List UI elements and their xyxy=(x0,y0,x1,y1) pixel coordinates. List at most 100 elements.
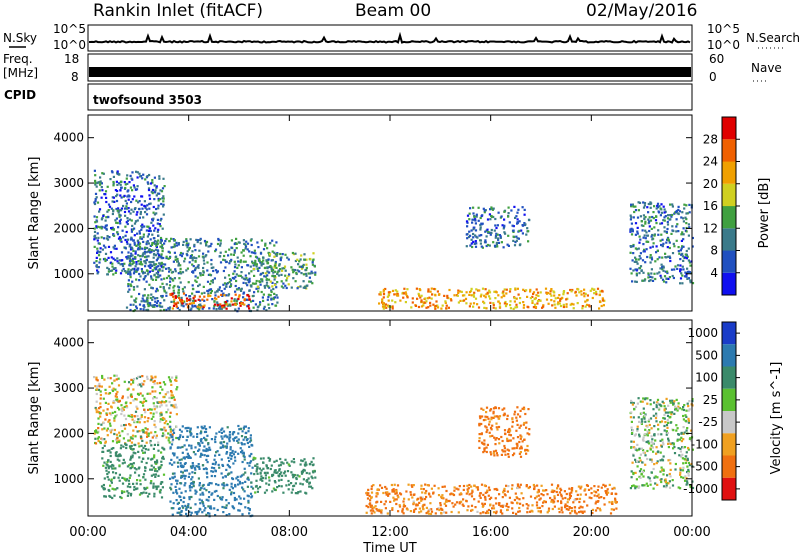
data-cell xyxy=(665,230,668,233)
data-cell xyxy=(160,202,163,206)
data-cell xyxy=(109,454,112,458)
data-cell xyxy=(375,495,378,498)
data-cell xyxy=(180,272,183,275)
data-cell xyxy=(107,465,110,468)
data-cell xyxy=(649,206,652,209)
data-cell xyxy=(465,500,468,503)
data-cell xyxy=(489,503,492,506)
data-cell xyxy=(503,218,506,221)
data-cell xyxy=(661,268,664,271)
data-cell xyxy=(257,246,260,249)
data-cell xyxy=(152,482,155,485)
data-cell xyxy=(407,498,410,501)
data-cell xyxy=(179,446,182,449)
data-cell xyxy=(174,296,177,299)
data-cell xyxy=(271,274,274,278)
data-cell xyxy=(142,278,146,281)
data-cell xyxy=(427,306,430,309)
data-cell xyxy=(443,502,446,505)
data-cell xyxy=(127,439,130,442)
data-cell xyxy=(482,504,485,507)
data-cell xyxy=(424,492,427,495)
data-cell xyxy=(593,494,596,497)
data-cell xyxy=(656,249,659,252)
data-cell xyxy=(679,473,682,476)
data-cell xyxy=(468,218,471,221)
data-cell xyxy=(156,273,160,276)
data-cell xyxy=(198,448,201,451)
data-cell xyxy=(114,410,117,414)
data-cell xyxy=(644,261,647,264)
data-cell xyxy=(682,245,685,248)
date-title: 02/May/2016 xyxy=(586,1,698,21)
data-cell xyxy=(682,238,685,241)
data-cell xyxy=(644,215,647,219)
data-cell xyxy=(671,203,674,206)
data-cell xyxy=(93,169,96,172)
data-cell xyxy=(659,439,662,442)
data-cell xyxy=(663,424,666,428)
data-cell xyxy=(684,455,687,458)
data-cell xyxy=(199,432,202,435)
data-cell xyxy=(469,244,472,247)
data-cell xyxy=(523,208,526,211)
data-cell xyxy=(550,490,553,493)
data-cell xyxy=(427,290,430,293)
data-cell xyxy=(100,227,103,230)
data-cell xyxy=(96,251,99,254)
data-cell xyxy=(162,205,165,208)
data-cell xyxy=(682,217,685,220)
data-cell xyxy=(505,303,508,306)
data-cell xyxy=(642,407,645,410)
data-cell xyxy=(603,497,606,500)
data-cell xyxy=(240,271,243,274)
data-cell xyxy=(630,227,633,230)
data-cell xyxy=(244,436,247,439)
data-cell xyxy=(98,242,101,245)
data-cell xyxy=(668,276,671,279)
data-cell xyxy=(124,442,127,445)
data-cell xyxy=(504,232,507,235)
data-cell xyxy=(471,218,474,221)
data-cell xyxy=(655,406,658,409)
data-cell xyxy=(162,473,166,476)
data-cell xyxy=(193,471,197,475)
data-cell xyxy=(386,491,389,494)
data-cell xyxy=(436,508,439,511)
data-cell xyxy=(143,225,146,228)
data-cell xyxy=(654,277,657,281)
data-cell xyxy=(170,391,173,394)
data-cell xyxy=(118,431,121,434)
data-cell xyxy=(310,270,313,273)
data-cell xyxy=(142,240,145,243)
data-cell xyxy=(578,511,581,514)
data-cell xyxy=(550,498,553,502)
data-cell xyxy=(554,306,557,309)
data-cell xyxy=(218,466,221,469)
data-cell xyxy=(212,266,215,269)
data-cell xyxy=(687,223,690,226)
data-cell xyxy=(644,428,647,431)
data-cell xyxy=(385,487,388,490)
data-cell xyxy=(162,432,165,435)
data-cell xyxy=(493,290,496,293)
data-cell xyxy=(636,262,639,265)
data-cell xyxy=(564,503,567,506)
data-cell xyxy=(655,207,658,210)
data-cell xyxy=(242,426,245,429)
data-cell xyxy=(659,459,662,462)
data-cell xyxy=(122,236,125,239)
data-cell xyxy=(680,216,683,219)
data-cell xyxy=(158,401,161,404)
data-cell xyxy=(540,484,543,487)
data-cell xyxy=(110,479,113,482)
data-cell xyxy=(159,482,162,485)
data-cell xyxy=(95,378,98,381)
data-cell xyxy=(240,287,243,290)
data-cell xyxy=(238,509,241,512)
data-cell xyxy=(135,307,138,310)
data-cell xyxy=(201,484,204,487)
data-cell xyxy=(137,246,140,249)
data-cell xyxy=(637,486,640,489)
data-cell xyxy=(566,297,569,300)
